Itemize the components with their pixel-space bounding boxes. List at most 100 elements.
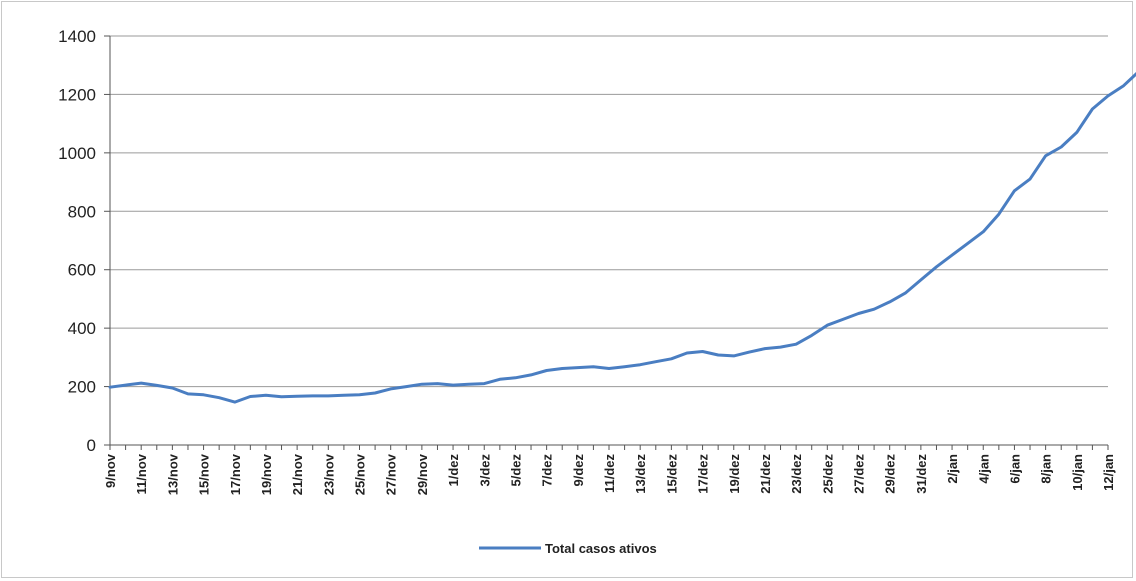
data-point (202, 393, 205, 396)
data-point (358, 393, 361, 396)
x-tick-label: 23/dez (789, 454, 804, 494)
data-point (717, 354, 719, 356)
data-point (265, 394, 267, 397)
data-point (623, 365, 626, 368)
gridlines (110, 35, 1108, 388)
x-tick-label: 17/nov (228, 453, 243, 495)
data-point (171, 387, 174, 389)
x-tick-label: 3/dez (477, 454, 492, 487)
x-tick-label: 10/jan (1070, 454, 1085, 491)
data-point (280, 395, 283, 398)
data-point (842, 318, 844, 321)
data-point (374, 392, 376, 394)
legend-label: Total casos ativos (545, 541, 657, 556)
x-tick-label: 21/nov (290, 453, 305, 495)
x-tick-label: 11/nov (134, 453, 149, 494)
data-point (155, 384, 158, 387)
data-point (1107, 95, 1109, 97)
legend: Total casos ativos (479, 541, 657, 556)
data-point (826, 324, 829, 327)
x-tick-label: 9/nov (103, 453, 118, 488)
data-point (670, 358, 673, 360)
data-point (405, 385, 408, 388)
x-tick-label: 15/dez (664, 454, 679, 494)
y-tick-label: 800 (68, 202, 96, 221)
data-point (530, 374, 532, 376)
x-tick-label: 27/dez (852, 454, 867, 494)
data-point (935, 265, 938, 268)
data-point (124, 384, 127, 386)
x-tick-label: 15/nov (197, 453, 212, 495)
x-tick-label: 13/dez (633, 454, 648, 494)
data-point (748, 351, 751, 353)
x-tick-label: 29/nov (415, 453, 430, 495)
data-point (857, 312, 860, 315)
data-point (233, 401, 236, 403)
x-tick-label: 19/nov (259, 453, 274, 495)
data-point (311, 395, 314, 397)
data-point (764, 347, 766, 350)
data-point (561, 367, 564, 370)
y-tick-label: 200 (68, 378, 96, 397)
data-point (187, 393, 189, 395)
data-point (577, 366, 579, 369)
x-tick-label: 9/dez (571, 454, 586, 487)
data-point (639, 363, 641, 366)
data-point (140, 382, 142, 384)
x-tick-label: 7/dez (540, 454, 555, 487)
y-axis: 0 200 400 600 800 1000 1200 1400 (58, 27, 111, 455)
y-tick-label: 600 (68, 261, 96, 280)
x-tick-label: 29/dez (883, 454, 898, 494)
data-point (249, 395, 252, 398)
data-point (421, 383, 423, 386)
y-tick-label: 0 (87, 436, 96, 455)
data-point (779, 346, 782, 348)
data-point (467, 383, 470, 386)
data-point (686, 352, 688, 354)
x-tick-label: 6/jan (1007, 454, 1022, 484)
x-tick-label: 25/nov (353, 453, 368, 495)
x-tick-label: 31/dez (914, 454, 929, 494)
data-point (296, 395, 298, 398)
data-point (483, 382, 486, 385)
x-tick-label: 13/nov (165, 453, 180, 495)
data-point (608, 367, 610, 370)
data-point (998, 213, 1000, 216)
data-point (1076, 131, 1078, 134)
data-point (795, 343, 797, 346)
x-tick-label: 8/jan (1039, 454, 1054, 484)
data-point (343, 394, 345, 397)
data-point (951, 254, 953, 256)
data-point (920, 279, 922, 281)
data-point (389, 388, 392, 390)
data-point (810, 334, 813, 337)
x-tick-label: 5/dez (508, 454, 523, 487)
data-point (982, 230, 985, 233)
x-tick-label: 1/dez (446, 454, 461, 487)
data-point (873, 308, 875, 310)
data-point (452, 384, 454, 386)
x-tick-label: 23/nov (321, 453, 336, 495)
data-point (1091, 108, 1094, 110)
y-tick-label: 400 (68, 319, 96, 338)
data-point (592, 365, 595, 368)
data-point (327, 395, 330, 397)
data-point (1013, 190, 1016, 192)
data-point (654, 360, 657, 363)
data-point (904, 292, 907, 294)
x-tick-label: 4/jan (976, 454, 991, 484)
data-point (966, 242, 969, 245)
x-tick-label: 27/nov (384, 453, 399, 495)
data-point (545, 369, 548, 372)
x-tick-label: 2/jan (945, 454, 960, 484)
series-line (108, 72, 1136, 404)
data-point (701, 350, 704, 353)
data-point (436, 382, 439, 385)
data-point (218, 396, 220, 399)
x-tick-label: 11/dez (602, 454, 617, 494)
data-point (514, 377, 517, 379)
y-tick-label: 1200 (58, 85, 96, 104)
x-tick-label: 21/dez (758, 454, 773, 494)
x-tick-label: 25/dez (820, 454, 835, 494)
